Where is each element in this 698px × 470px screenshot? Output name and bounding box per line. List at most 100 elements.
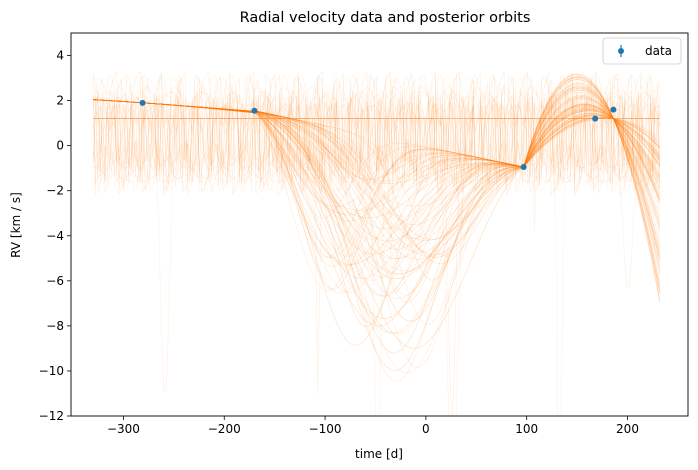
y-tick-label: 0 [56,139,64,153]
posterior-orbit-line [93,73,661,303]
data-points [139,99,617,171]
posterior-orbit-line [93,99,661,208]
posterior-orbit-line [93,74,661,302]
posterior-orbit-line [93,99,661,374]
posterior-orbit-line [92,104,660,166]
y-tick-label: −2 [46,184,64,198]
posterior-orbit-line [93,86,661,264]
posterior-orbit-line [93,99,661,259]
posterior-orbit-line [93,118,660,416]
posterior-orbit-line [93,99,661,322]
posterior-orbit-line [92,87,661,178]
posterior-orbit-line [93,118,660,416]
posterior-orbit-line [93,76,661,297]
posterior-orbit-line [93,90,661,184]
posterior-orbit-line [93,99,661,219]
posterior-orbit-line [93,83,661,272]
x-tick-label: −200 [208,422,241,436]
posterior-orbit-line [93,99,661,266]
posterior-orbit-line [92,81,661,192]
posterior-orbit-line [93,118,660,395]
posterior-orbit-line [93,99,661,219]
posterior-orbit-line [92,71,661,196]
x-tick-label: −100 [309,422,342,436]
posterior-orbit-line [92,93,661,176]
posterior-orbit-line [93,99,661,214]
posterior-orbit-line [92,74,661,189]
posterior-orbit-line [93,96,661,294]
data-point [139,99,146,106]
posterior-orbit-line [92,100,661,171]
posterior-orbit-line [93,99,661,335]
posterior-orbit-line [93,99,661,275]
posterior-orbit-line [93,99,661,349]
x-axis-ticks: −300 −200 −100 0 100 200 [107,416,639,436]
posterior-orbit-line [92,96,661,173]
posterior-orbit-line [92,95,661,170]
y-tick-label: −10 [39,364,64,378]
posterior-orbit-line [93,99,661,382]
posterior-orbit-line [93,118,660,221]
posterior-orbit-line [92,90,661,179]
posterior-orbit-line [93,99,661,207]
y-tick-label: −4 [46,229,64,243]
posterior-orbit-line [93,99,661,272]
posterior-orbit-line [92,109,661,162]
posterior-orbit-line [93,79,661,334]
posterior-orbit-line [93,99,661,275]
posterior-orbits [92,71,661,416]
posterior-orbit-line [93,99,661,258]
y-tick-label: −6 [46,274,64,288]
posterior-orbit-line [93,99,661,257]
posterior-orbit-line [93,76,661,368]
posterior-orbit-line [93,97,661,293]
posterior-orbit-line [93,99,661,259]
y-axis-ticks: 4 2 0 −2 −4 −6 −8 −10 −12 [39,49,71,423]
posterior-orbit-line [93,118,660,416]
posterior-orbit-line [93,88,661,257]
legend-label: data [645,44,672,58]
posterior-orbit-line [93,99,661,257]
y-tick-label: −8 [46,319,64,333]
posterior-orbit-line [93,99,661,297]
posterior-orbit-line [92,91,661,173]
x-axis-label: time [d] [355,447,403,461]
posterior-orbit-line [93,118,660,392]
posterior-orbit-line [93,99,661,278]
posterior-orbit-line [93,90,661,249]
y-axis-label: RV [km / s] [9,192,23,258]
posterior-orbit-line [92,77,661,188]
x-tick-label: 200 [616,422,639,436]
posterior-orbit-line [93,99,661,241]
posterior-orbit-line [93,96,661,180]
posterior-orbit-line [93,99,661,222]
y-tick-label: 4 [56,49,64,63]
posterior-orbit-line [93,86,661,293]
posterior-orbit-line [93,99,661,325]
posterior-orbit-line [93,82,661,276]
posterior-orbit-line [93,99,661,226]
posterior-orbit-line [93,74,661,300]
data-point [610,106,617,113]
posterior-orbit-line [93,118,660,288]
posterior-orbit-line [93,99,661,327]
posterior-orbit-line [93,99,661,250]
legend: data [602,37,682,65]
posterior-orbit-line [93,92,661,281]
posterior-orbit-line [93,84,661,267]
posterior-orbit-line [93,97,661,229]
posterior-orbit-line [93,99,661,319]
x-tick-label: −300 [107,422,140,436]
posterior-orbit-line [93,95,661,328]
posterior-orbit-line [93,99,661,185]
legend-marker [618,48,624,54]
posterior-orbit-line [93,99,661,255]
posterior-orbit-line [93,99,661,371]
posterior-orbit-line [93,118,660,263]
plot-area [92,71,661,416]
posterior-orbit-line [93,99,661,217]
posterior-orbit-line [93,118,660,416]
posterior-orbit-line [93,99,661,279]
y-tick-label: −12 [39,409,64,423]
